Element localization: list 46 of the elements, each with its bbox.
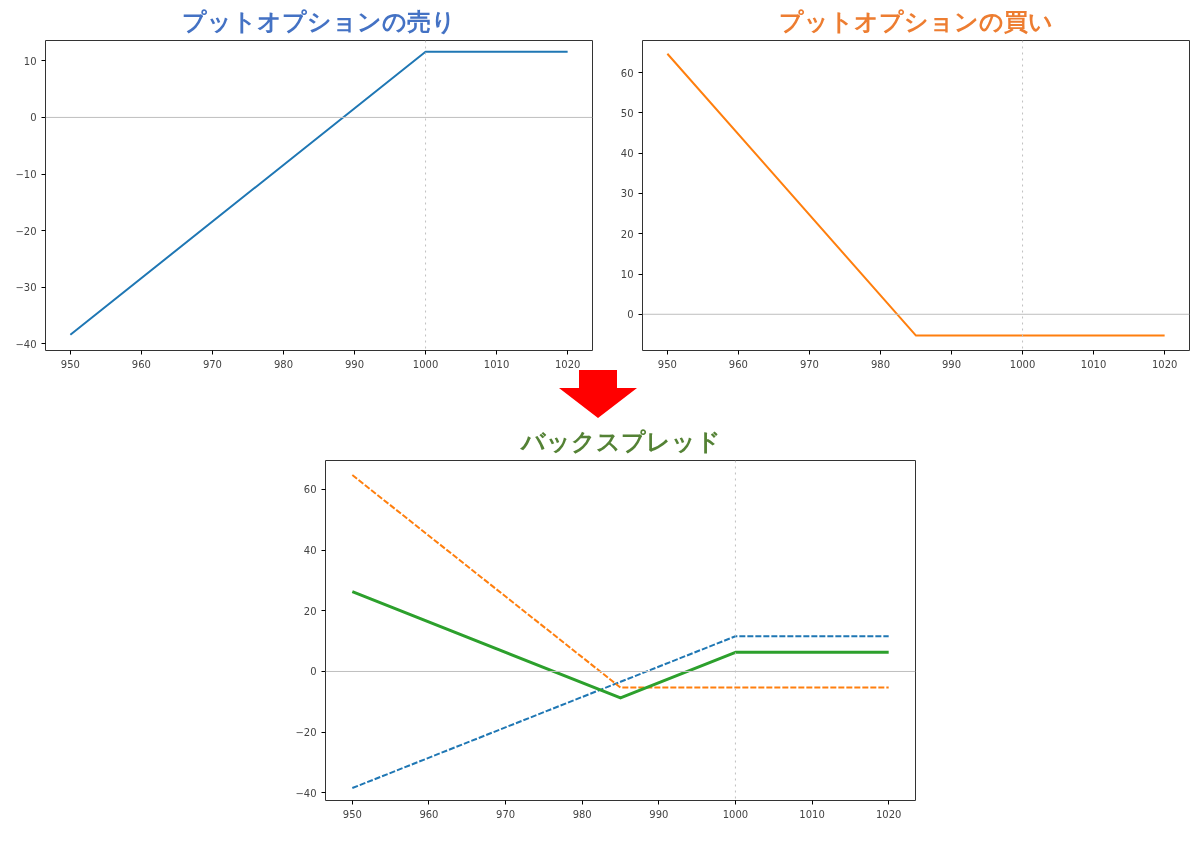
chart-title: バックスプレッド	[518, 427, 721, 456]
y-tick-label: 10	[23, 55, 37, 67]
y-tick-label: 60	[303, 484, 317, 496]
x-tick-label: 950	[342, 808, 362, 820]
x-tick-label: 980	[273, 358, 294, 370]
x-tick-label: 980	[870, 358, 891, 370]
y-tick-label: 30	[620, 188, 634, 200]
x-tick-label: 1020	[875, 808, 902, 820]
x-tick-label: 970	[202, 358, 222, 370]
x-tick-label: 990	[941, 358, 962, 370]
y-tick-label: 20	[620, 228, 634, 240]
chart-title: プットオプションの売り	[182, 7, 456, 36]
x-tick-label: 1010	[1080, 358, 1107, 370]
y-tick-label: −10	[15, 169, 37, 180]
x-tick-label: 960	[131, 358, 151, 370]
x-tick-label: 1010	[799, 808, 825, 820]
y-tick-label: 0	[627, 309, 634, 321]
y-tick-label: −40	[295, 787, 317, 799]
y-tick-label: −20	[15, 225, 37, 237]
chart-title: プットオプションの買い	[779, 7, 1053, 36]
x-tick-label: 950	[657, 358, 677, 370]
x-tick-label: 1010	[483, 358, 510, 370]
y-tick-label: −30	[15, 282, 37, 294]
x-tick-label: 950	[60, 358, 80, 370]
x-tick-label: 960	[728, 358, 748, 370]
x-tick-label: 1000	[412, 358, 439, 370]
x-tick-label: 970	[799, 358, 819, 370]
y-tick-label: 0	[30, 112, 37, 124]
y-tick-label: −20	[295, 727, 317, 739]
x-tick-label: 990	[344, 358, 365, 370]
y-tick-label: 20	[303, 605, 317, 617]
x-tick-label: 1000	[722, 808, 749, 820]
y-tick-label: 50	[620, 107, 634, 119]
y-tick-label: −40	[15, 338, 37, 350]
x-tick-label: 1020	[554, 358, 581, 370]
x-tick-label: 980	[572, 808, 592, 820]
x-tick-label: 1000	[1009, 358, 1036, 370]
y-tick-label: 40	[303, 545, 317, 557]
y-tick-label: 60	[620, 67, 634, 79]
x-tick-label: 970	[496, 808, 516, 820]
x-tick-label: 990	[649, 808, 669, 820]
y-tick-label: 10	[620, 269, 634, 281]
y-tick-label: 40	[620, 148, 634, 160]
y-tick-label: 0	[310, 666, 317, 678]
x-tick-label: 1020	[1151, 358, 1178, 370]
x-tick-label: 960	[419, 808, 439, 820]
